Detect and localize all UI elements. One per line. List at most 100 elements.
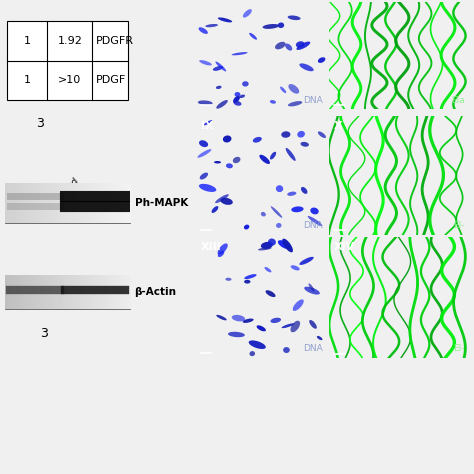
Ellipse shape (234, 101, 241, 106)
Ellipse shape (216, 62, 226, 72)
Text: IX: IX (201, 121, 213, 131)
Ellipse shape (233, 96, 240, 103)
Ellipse shape (213, 66, 223, 71)
Ellipse shape (293, 300, 304, 311)
Ellipse shape (296, 41, 305, 47)
Ellipse shape (264, 267, 272, 273)
Text: El-: El- (454, 344, 465, 353)
Ellipse shape (291, 206, 303, 212)
Ellipse shape (308, 216, 322, 226)
Ellipse shape (265, 290, 275, 297)
Ellipse shape (258, 247, 272, 250)
Ellipse shape (318, 131, 326, 138)
Text: XIII: XIII (201, 242, 221, 252)
Ellipse shape (310, 208, 319, 214)
Ellipse shape (233, 157, 240, 163)
Ellipse shape (200, 173, 208, 180)
Ellipse shape (301, 187, 308, 194)
Ellipse shape (271, 318, 281, 323)
Ellipse shape (199, 184, 216, 192)
Ellipse shape (198, 100, 213, 105)
Ellipse shape (281, 131, 291, 138)
Ellipse shape (318, 57, 325, 63)
Text: 1: 1 (24, 75, 31, 85)
Ellipse shape (287, 191, 296, 196)
Text: PDGFR: PDGFR (96, 36, 134, 46)
Ellipse shape (253, 137, 262, 143)
Ellipse shape (218, 243, 228, 255)
Ellipse shape (199, 140, 208, 147)
Ellipse shape (228, 332, 245, 337)
Ellipse shape (291, 321, 300, 332)
Ellipse shape (271, 206, 283, 218)
Text: Unoperated: Unoperated (33, 175, 80, 217)
Ellipse shape (218, 251, 224, 257)
Text: Operated: Operated (93, 182, 131, 217)
Ellipse shape (220, 198, 233, 205)
Ellipse shape (215, 194, 229, 203)
Ellipse shape (198, 149, 211, 158)
Text: XIV: XIV (334, 242, 355, 252)
Text: 3: 3 (40, 327, 48, 340)
Bar (7, 21, 128, 100)
Text: β-Actin: β-Actin (135, 287, 177, 297)
Text: DNA: DNA (303, 96, 323, 105)
Ellipse shape (216, 86, 221, 89)
Ellipse shape (216, 100, 228, 109)
Ellipse shape (232, 315, 245, 321)
Ellipse shape (288, 101, 302, 106)
Ellipse shape (317, 336, 322, 340)
Ellipse shape (256, 325, 266, 331)
Ellipse shape (300, 257, 314, 265)
Ellipse shape (282, 238, 293, 252)
Ellipse shape (270, 152, 276, 160)
Ellipse shape (243, 319, 254, 323)
Text: PDGF: PDGF (96, 75, 127, 85)
Ellipse shape (309, 320, 317, 329)
Ellipse shape (288, 16, 301, 20)
Ellipse shape (263, 24, 279, 29)
Ellipse shape (301, 142, 309, 147)
Ellipse shape (226, 164, 233, 168)
Ellipse shape (216, 315, 227, 320)
Ellipse shape (259, 155, 270, 164)
Ellipse shape (291, 265, 300, 270)
Ellipse shape (276, 185, 283, 192)
Ellipse shape (297, 131, 305, 137)
Ellipse shape (278, 22, 284, 28)
Text: Ph-MAPK: Ph-MAPK (135, 198, 188, 208)
Ellipse shape (286, 148, 296, 161)
Ellipse shape (304, 287, 320, 294)
Ellipse shape (204, 120, 212, 125)
Ellipse shape (278, 240, 291, 249)
Text: El-: El- (454, 221, 465, 230)
Ellipse shape (199, 27, 208, 34)
Bar (5, 183, 130, 223)
Ellipse shape (249, 33, 257, 40)
Ellipse shape (268, 238, 276, 246)
Ellipse shape (309, 283, 314, 292)
Ellipse shape (205, 24, 218, 27)
Ellipse shape (261, 212, 266, 217)
Ellipse shape (283, 347, 290, 353)
Ellipse shape (244, 274, 256, 279)
Ellipse shape (211, 206, 219, 213)
Ellipse shape (214, 161, 221, 164)
Ellipse shape (225, 278, 231, 281)
Ellipse shape (276, 223, 282, 228)
Ellipse shape (249, 351, 255, 356)
Ellipse shape (288, 84, 299, 94)
Ellipse shape (282, 323, 294, 328)
Ellipse shape (244, 225, 249, 229)
Ellipse shape (199, 60, 212, 65)
Ellipse shape (261, 242, 273, 249)
Ellipse shape (280, 87, 286, 93)
Ellipse shape (300, 64, 314, 71)
Text: DNA: DNA (303, 221, 323, 230)
Ellipse shape (285, 44, 292, 51)
Ellipse shape (249, 340, 266, 349)
Ellipse shape (239, 95, 245, 98)
Text: 1.92: 1.92 (57, 36, 82, 46)
Text: Ela: Ela (451, 96, 465, 105)
Ellipse shape (244, 280, 250, 283)
